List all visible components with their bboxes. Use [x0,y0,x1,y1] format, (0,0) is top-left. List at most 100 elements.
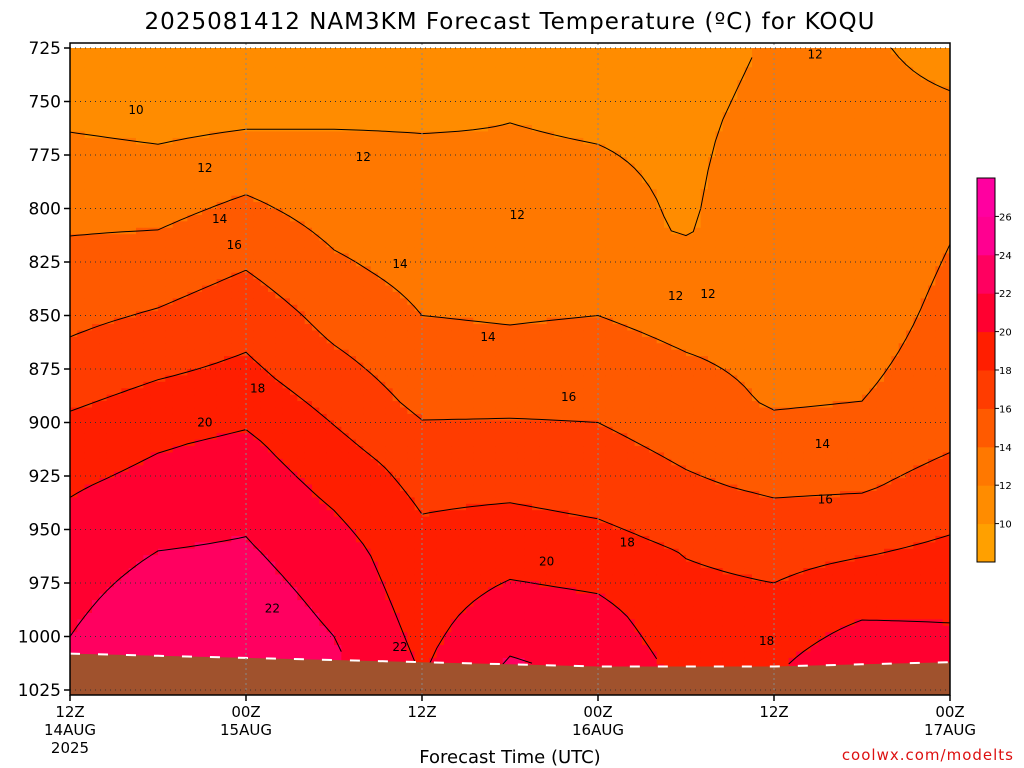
temperature-cell [326,176,335,184]
temperature-cell [209,221,218,229]
temperature-cell [319,157,328,165]
temperature-cell [172,362,181,370]
temperature-cell [209,330,218,338]
temperature-cell [275,48,284,56]
temperature-cell [326,651,335,659]
temperature-cell [77,484,86,492]
temperature-cell [99,247,108,255]
temperature-cell [400,125,408,133]
temperature-cell [92,208,100,216]
temperature-cell [319,202,328,210]
temperature-cell [297,150,306,158]
temperature-cell [326,638,335,646]
temperature-cell [341,439,350,447]
temperature-cell [356,304,364,312]
temperature-cell [282,568,291,576]
temperature-cell [356,413,364,421]
temperature-cell [414,137,423,145]
temperature-cell [202,369,210,377]
temperature-cell [275,413,284,421]
temperature-cell [385,407,394,415]
temperature-cell [246,568,254,576]
temperature-cell [297,484,306,492]
temperature-cell [378,433,386,441]
temperature-cell [180,208,188,216]
temperature-cell [114,510,122,518]
temperature-cell [99,625,108,633]
temperature-cell [334,471,342,479]
temperature-cell [238,369,247,377]
temperature-cell [231,465,240,473]
temperature-cell [106,195,115,203]
temperature-cell [334,612,342,620]
temperature-cell [106,632,115,640]
temperature-cell [304,471,313,479]
temperature-cell [165,48,174,56]
temperature-cell [92,131,100,139]
temperature-cell [172,452,181,460]
temperature-cell [106,529,115,537]
temperature-cell [231,413,240,421]
temperature-cell [392,157,401,165]
temperature-cell [392,420,401,428]
temperature-cell [172,388,181,396]
temperature-cell [429,182,438,190]
temperature-cell [260,317,269,325]
temperature-cell [84,324,93,332]
temperature-cell [312,555,320,563]
temperature-cell [414,446,423,454]
temperature-cell [385,336,394,344]
temperature-cell [392,214,401,222]
temperature-cell [334,330,342,338]
temperature-cell [121,446,130,454]
temperature-cell [363,189,372,197]
temperature-cell [253,150,262,158]
temperature-cell [385,298,394,306]
temperature-cell [114,413,122,421]
temperature-cell [370,446,379,454]
temperature-cell [224,253,232,261]
temperature-cell [407,195,416,203]
temperature-cell [356,645,364,653]
temperature-cell [392,330,401,338]
temperature-cell [84,471,93,479]
temperature-cell [106,291,115,299]
temperature-cell [194,503,203,511]
temperature-cell [114,304,122,312]
temperature-cell [202,510,210,518]
temperature-cell [99,433,108,441]
temperature-cell [180,426,188,434]
temperature-cell [341,291,350,299]
temperature-cell [312,54,320,62]
temperature-cell [414,516,423,524]
temperature-cell [128,247,137,255]
temperature-cell [99,510,108,518]
temperature-cell [128,343,137,351]
temperature-cell [106,394,115,402]
temperature-cell [150,202,159,210]
temperature-cell [180,503,188,511]
temperature-cell [260,490,269,498]
temperature-cell [414,234,423,242]
temperature-cell [194,619,203,627]
temperature-cell [282,574,291,582]
temperature-cell [92,176,100,184]
temperature-cell [187,227,196,235]
temperature-cell [158,54,166,62]
temperature-cell [268,619,276,627]
temperature-cell [209,362,218,370]
temperature-cell [400,452,408,460]
temperature-cell [143,137,152,145]
temperature-cell [341,587,350,595]
temperature-cell [414,67,423,75]
temperature-cell [114,471,122,479]
temperature-cell [356,497,364,505]
temperature-cell [392,606,401,614]
temperature-cell [378,253,386,261]
temperature-cell [114,580,122,588]
temperature-cell [99,478,108,486]
temperature-cell [99,516,108,524]
temperature-cell [165,638,174,646]
temperature-cell [165,535,174,543]
temperature-cell [356,388,364,396]
